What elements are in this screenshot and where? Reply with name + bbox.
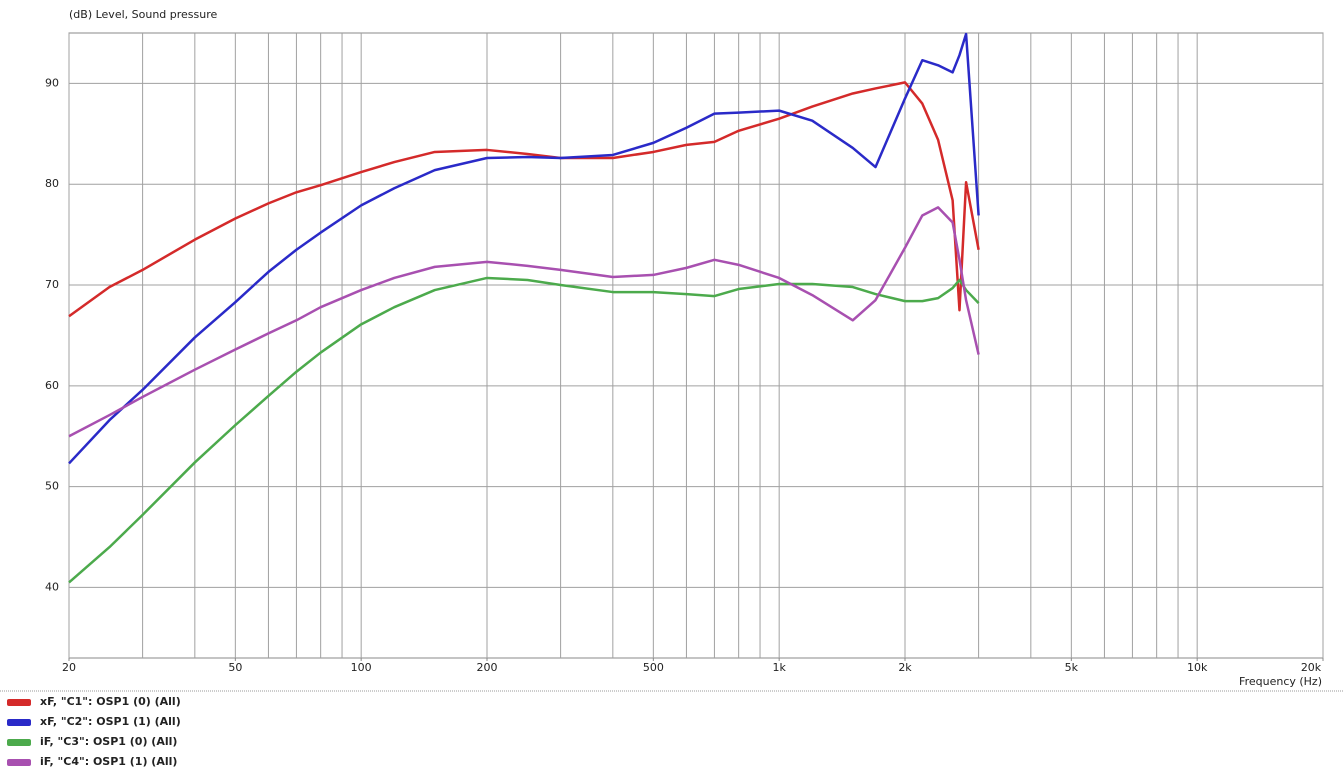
legend-swatch: [7, 759, 31, 766]
y-tick-label: 50: [45, 480, 59, 493]
y-tick-label: 70: [45, 278, 59, 291]
y-tick-label: 40: [45, 580, 59, 593]
y-tick-label: 80: [45, 177, 59, 190]
series-line: [68, 206, 980, 438]
legend-label: xF, "C1": OSP1 (0) (All): [40, 695, 181, 708]
x-axis-title: Frequency (Hz): [1239, 675, 1322, 688]
x-tick-label: 10k: [1187, 661, 1208, 674]
x-tick-label: 20k: [1301, 661, 1322, 674]
x-tick-label: 500: [643, 661, 664, 674]
y-tick-label: 90: [45, 76, 59, 89]
legend-swatch: [7, 719, 31, 726]
x-tick-label: 20: [62, 661, 76, 674]
series-line: [68, 81, 980, 318]
x-tick-label: 2k: [898, 661, 912, 674]
x-tick-label: 100: [351, 661, 372, 674]
x-tick-label: 200: [477, 661, 498, 674]
legend-swatch: [7, 699, 31, 706]
y-axis-title: (dB) Level, Sound pressure: [69, 8, 218, 21]
series-line: [68, 32, 980, 465]
x-tick-label: 50: [228, 661, 242, 674]
legend-label: xF, "C2": OSP1 (1) (All): [40, 715, 181, 728]
legend: xF, "C1": OSP1 (0) (All) xF, "C2": OSP1 (…: [7, 695, 181, 768]
x-tick-label: 1k: [772, 661, 786, 674]
legend-label: iF, "C4": OSP1 (1) (All): [40, 755, 177, 768]
plot-area: [68, 32, 1324, 659]
series-line: [68, 276, 980, 584]
legend-swatch: [7, 739, 31, 746]
x-tick-label: 5k: [1065, 661, 1079, 674]
legend-label: iF, "C3": OSP1 (0) (All): [40, 735, 177, 748]
y-tick-label: 60: [45, 379, 59, 392]
